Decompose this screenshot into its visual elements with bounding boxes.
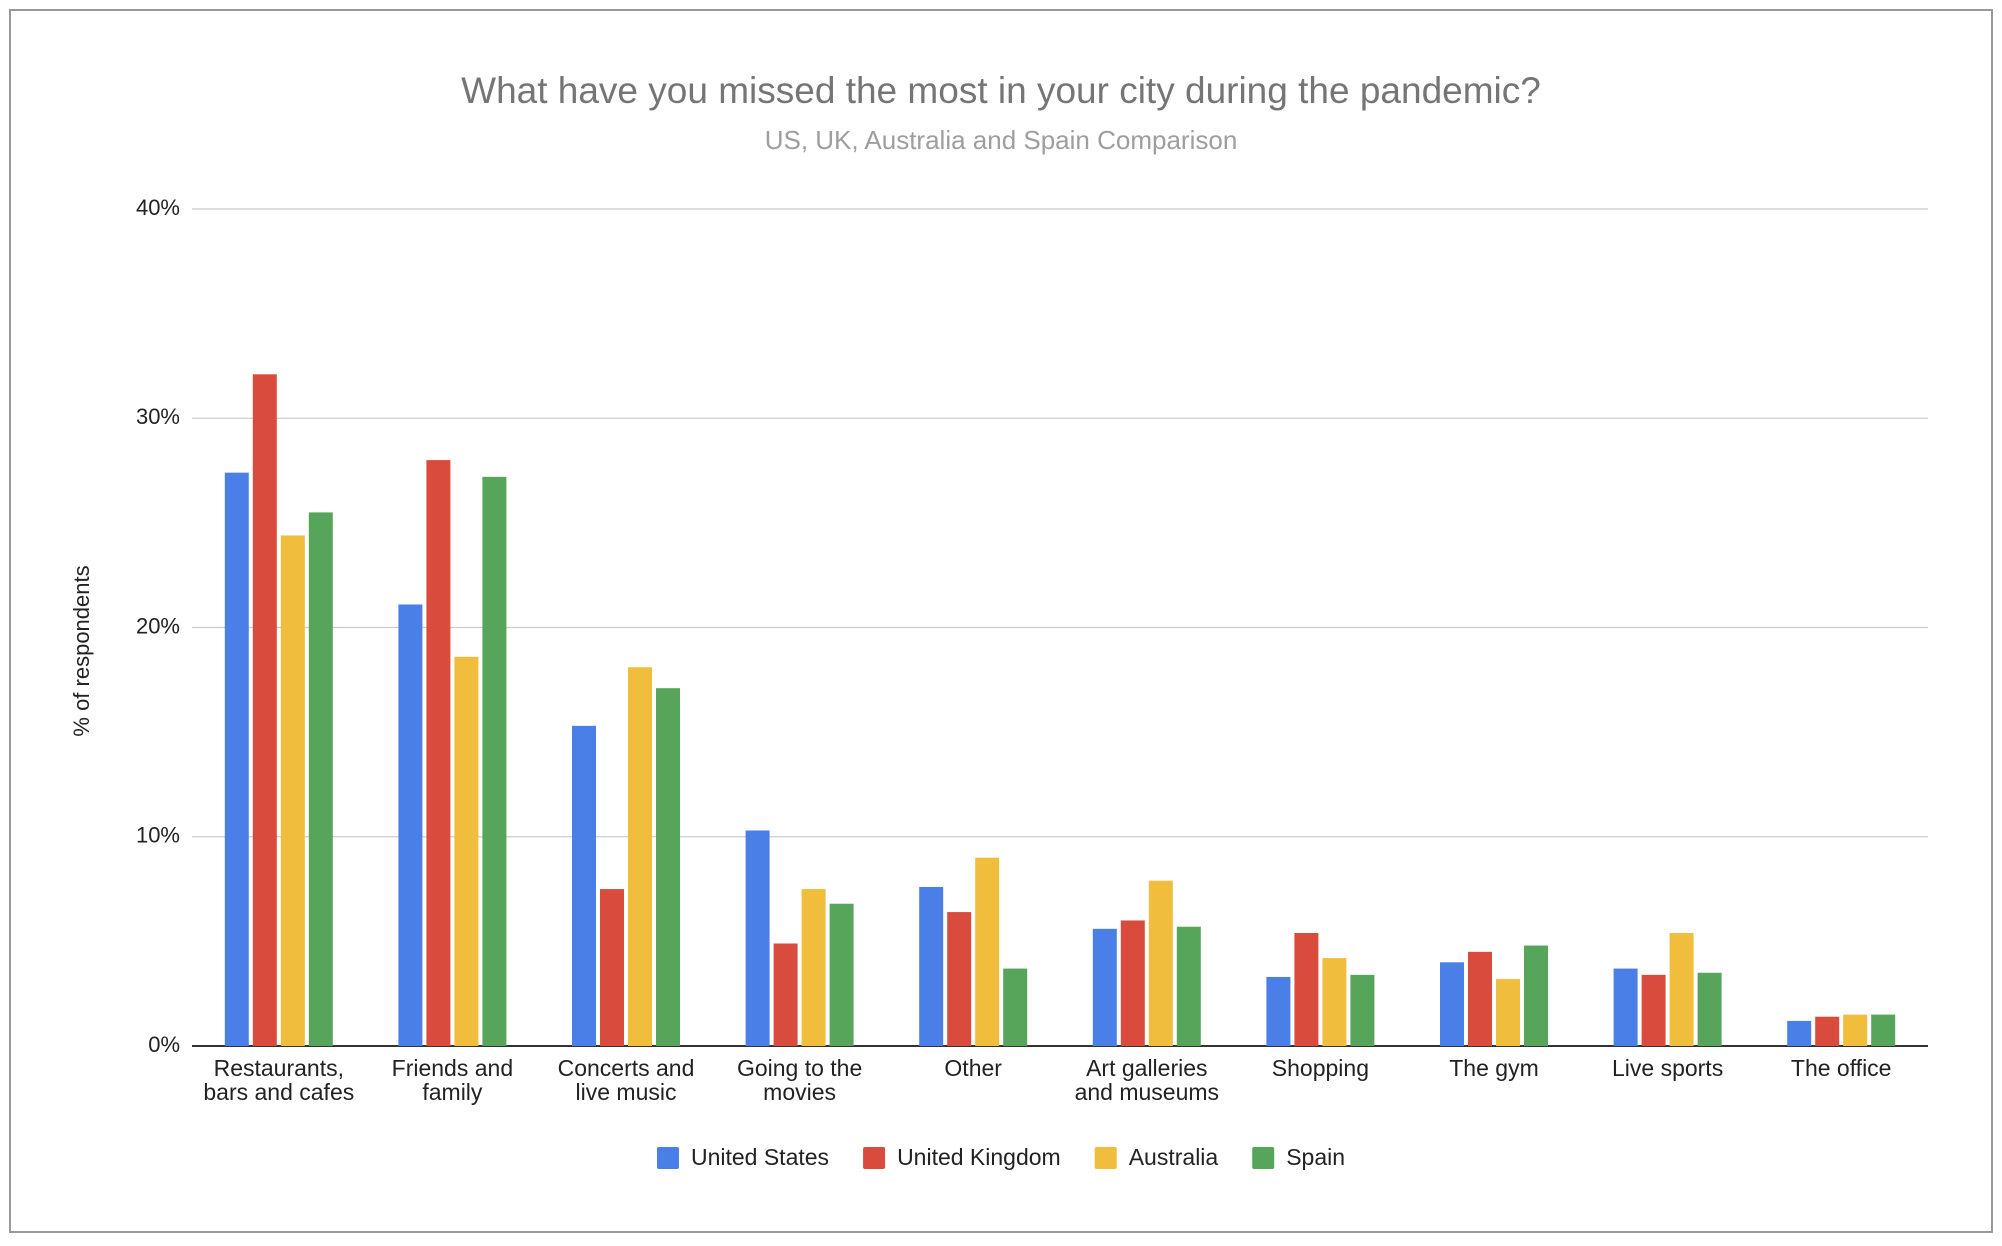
bar — [975, 857, 1000, 1046]
bar — [1524, 945, 1548, 1046]
x-tick-label: The gym — [1449, 1055, 1539, 1081]
x-tick-label: Other — [944, 1055, 1002, 1081]
y-tick-label: 0% — [148, 1032, 180, 1057]
bar — [1440, 962, 1464, 1046]
bar — [1266, 976, 1291, 1046]
bar — [1176, 926, 1201, 1046]
chart-subtitle: US, UK, Australia and Spain Comparison — [765, 125, 1238, 155]
x-tick-label: Going to the movies — [736, 1055, 863, 1105]
bar — [454, 656, 479, 1046]
y-tick-label: 20% — [136, 613, 180, 638]
bar — [1843, 1014, 1868, 1046]
bar — [773, 943, 798, 1046]
bar — [1350, 974, 1375, 1046]
legend-swatch — [656, 1147, 679, 1169]
bar — [1120, 920, 1145, 1046]
y-tick-label: 40% — [136, 195, 180, 220]
legend-label: United Kingdom — [897, 1144, 1061, 1170]
bar — [1468, 951, 1492, 1046]
legend-swatch — [1094, 1147, 1117, 1169]
bar — [426, 460, 451, 1047]
bar — [1697, 972, 1722, 1046]
bar — [1003, 968, 1028, 1046]
bar — [1613, 968, 1638, 1046]
chart-title: What have you missed the most in your ci… — [461, 70, 1541, 111]
bar — [572, 725, 596, 1046]
legend-swatch — [863, 1147, 886, 1169]
bar — [1092, 928, 1117, 1046]
bar — [1322, 958, 1347, 1046]
bar — [745, 830, 770, 1046]
bar — [1669, 933, 1694, 1046]
x-tick-label: Friends and family — [391, 1055, 514, 1105]
bar — [252, 374, 277, 1046]
y-tick-label: 10% — [136, 823, 180, 848]
bar — [1294, 933, 1319, 1046]
chart-border — [9, 9, 1993, 1233]
bar — [801, 889, 826, 1046]
x-tick-label: Restaurants, bars and cafes — [203, 1055, 355, 1105]
legend-label: United States — [691, 1144, 829, 1170]
x-tick-label: Shopping — [1271, 1055, 1369, 1081]
bar — [919, 886, 944, 1046]
y-tick-label: 30% — [136, 404, 180, 429]
bar — [482, 476, 507, 1047]
bar — [280, 535, 305, 1046]
x-tick-label: The office — [1790, 1055, 1892, 1081]
bar — [829, 903, 854, 1046]
legend-label: Spain — [1286, 1144, 1345, 1170]
bar — [628, 667, 652, 1046]
bar — [1641, 974, 1666, 1046]
bar — [1815, 1016, 1840, 1046]
bar — [1148, 880, 1173, 1046]
x-tick-label: Art galleries and museums — [1074, 1055, 1220, 1105]
y-axis-label: % of respondents — [69, 565, 94, 736]
bar — [308, 512, 333, 1046]
bar — [224, 472, 249, 1046]
x-tick-label: Live sports — [1611, 1055, 1724, 1081]
bar — [947, 912, 972, 1046]
x-tick-label: Concerts and live music — [557, 1055, 695, 1105]
legend-swatch — [1252, 1147, 1275, 1169]
bar — [398, 604, 423, 1046]
bar — [600, 889, 624, 1046]
legend-label: Australia — [1129, 1144, 1219, 1170]
bar — [1496, 979, 1520, 1046]
bar — [1787, 1020, 1812, 1046]
bar — [656, 688, 680, 1046]
bar — [1871, 1014, 1896, 1046]
